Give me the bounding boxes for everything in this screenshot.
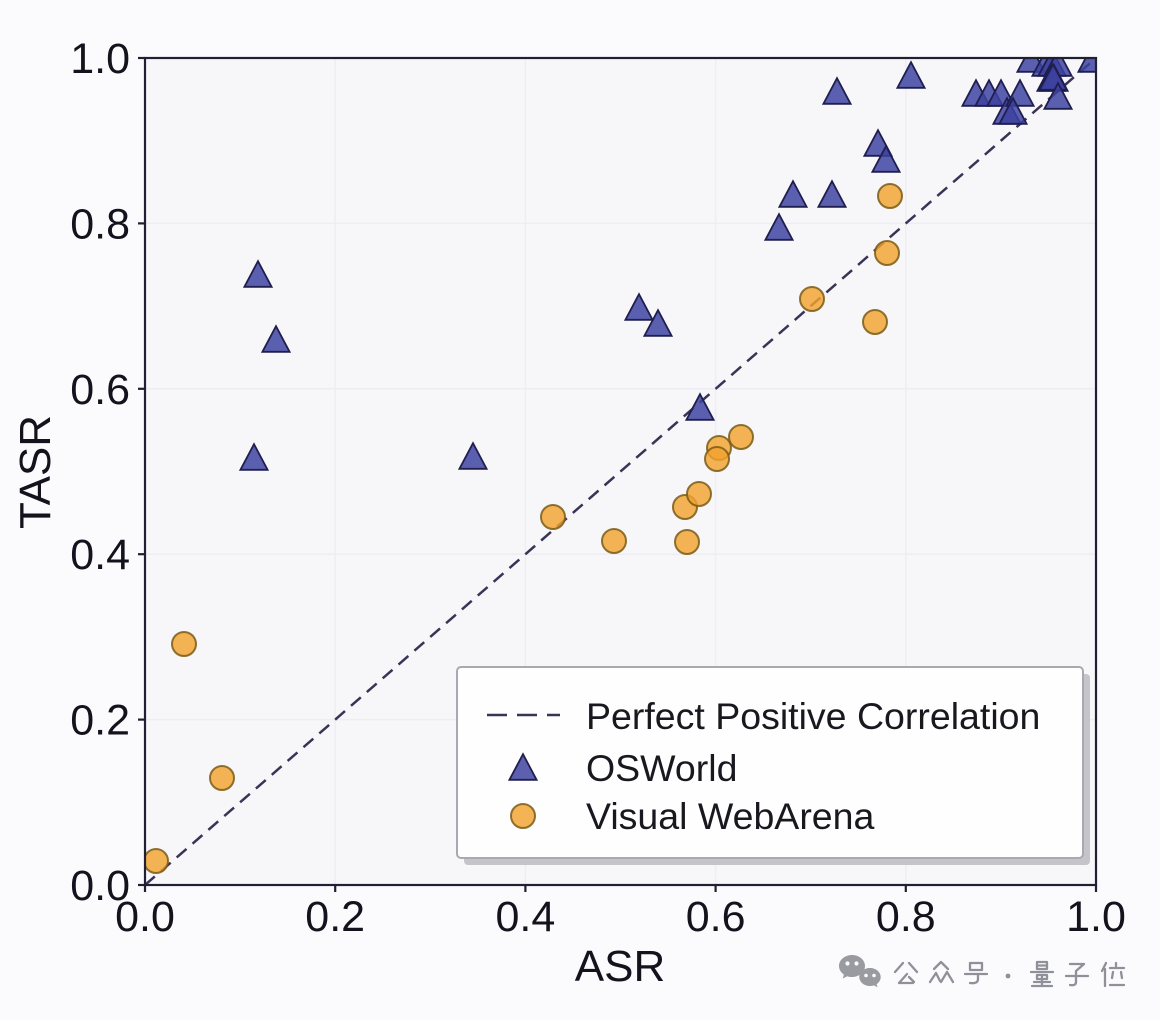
svg-text:0.4: 0.4 [496,893,556,941]
svg-text:1.0: 1.0 [70,35,130,83]
svg-text:0.6: 0.6 [686,893,746,941]
svg-text:0.6: 0.6 [70,366,130,414]
svg-text:0.0: 0.0 [70,862,130,910]
svg-text:0.4: 0.4 [70,531,130,579]
svg-text:0.2: 0.2 [305,893,365,941]
svg-text:ASR: ASR [575,942,665,991]
svg-text:Visual WebArena: Visual WebArena [586,795,875,837]
svg-text:Perfect Positive Correlation: Perfect Positive Correlation [586,695,1040,737]
svg-text:0.0: 0.0 [115,893,175,941]
svg-text:1.0: 1.0 [1066,893,1126,941]
svg-text:OSWorld: OSWorld [586,747,737,789]
svg-text:0.2: 0.2 [70,697,130,745]
svg-text:0.8: 0.8 [876,893,936,941]
svg-text:TASR: TASR [11,415,60,529]
svg-text:0.8: 0.8 [70,200,130,248]
